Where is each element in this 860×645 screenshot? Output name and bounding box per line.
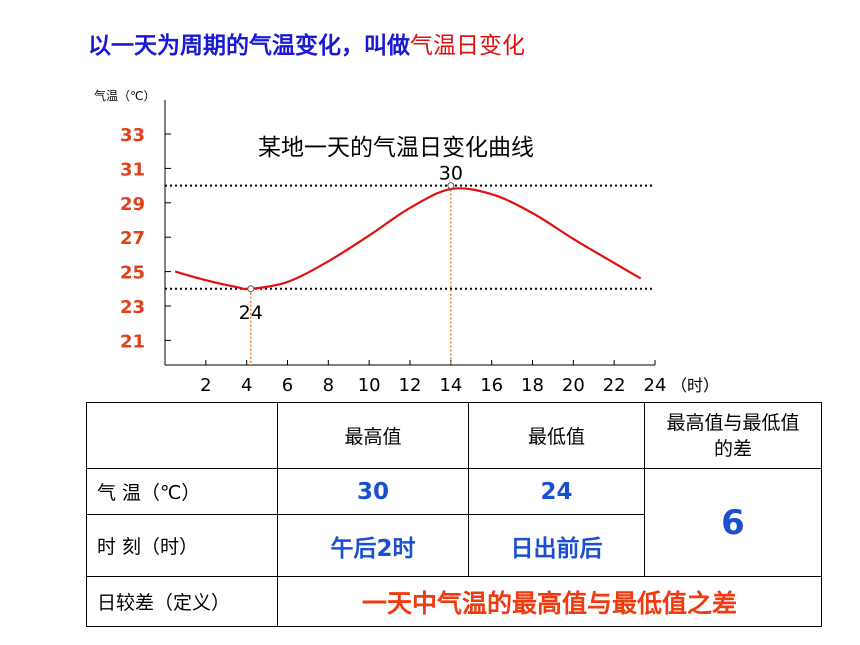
x-tick-label: 18 <box>521 375 544 396</box>
y-tick-label: 31 <box>120 159 145 180</box>
x-tick-label: 20 <box>562 375 585 396</box>
header-diff-text: 最高值与最低值的差 <box>666 411 800 460</box>
header-diff: 最高值与最低值的差 <box>644 402 822 469</box>
y-tick-label: 25 <box>120 263 145 284</box>
row-definition: 一天中气温的最高值与最低值之差 <box>277 576 822 627</box>
max-point <box>447 182 455 190</box>
max-point-label: 30 <box>439 163 463 185</box>
summary-table: 最高值 最低值 最高值与最低值的差 气 温（℃） 30 24 6 时 刻（时） … <box>86 402 822 627</box>
x-tick-label: 12 <box>399 375 422 396</box>
page-heading: 以一天为周期的气温变化，叫做气温日变化 <box>88 26 525 60</box>
x-tick-label: 6 <box>282 375 293 396</box>
x-tick-label: 4 <box>241 375 252 396</box>
min-point-label: 24 <box>239 302 263 324</box>
row-def-label: 日较差（定义） <box>86 576 278 627</box>
chart-title: 某地一天的气温日变化曲线 <box>258 135 534 161</box>
x-tick-label: 2 <box>200 375 211 396</box>
row-time-label: 时 刻（时） <box>86 514 278 577</box>
x-tick-label: 16 <box>480 375 503 396</box>
x-tick-label: 22 <box>603 375 626 396</box>
y-axis-label: 气温（℃） <box>94 88 155 103</box>
x-tick-label: 14 <box>439 375 462 396</box>
header-min: 最低值 <box>468 402 645 469</box>
x-tick-label: 8 <box>323 375 334 396</box>
x-tick-label: 10 <box>358 375 381 396</box>
row-temp-max: 30 <box>277 468 469 515</box>
heading-part1: 以一天为周期的气温变化，叫做 <box>88 33 410 59</box>
temperature-curve <box>174 187 642 291</box>
y-tick-label: 27 <box>120 228 145 249</box>
row-time-max: 午后2时 <box>277 514 469 577</box>
diff-value: 6 <box>644 468 822 577</box>
row-temp-min: 24 <box>468 468 645 515</box>
min-point <box>247 285 255 293</box>
y-tick-label: 21 <box>120 331 145 352</box>
x-axis-label: （时） <box>671 376 719 395</box>
row-time-min: 日出前后 <box>468 514 645 577</box>
y-tick-label: 33 <box>120 125 145 146</box>
row-temp-label: 气 温（℃） <box>86 468 278 515</box>
header-max: 最高值 <box>277 402 469 469</box>
y-tick-label: 29 <box>120 194 145 215</box>
header-empty <box>86 402 278 469</box>
y-tick-label: 23 <box>120 297 145 318</box>
x-tick-label: 24 <box>644 375 667 396</box>
heading-part2: 气温日变化 <box>410 33 525 59</box>
